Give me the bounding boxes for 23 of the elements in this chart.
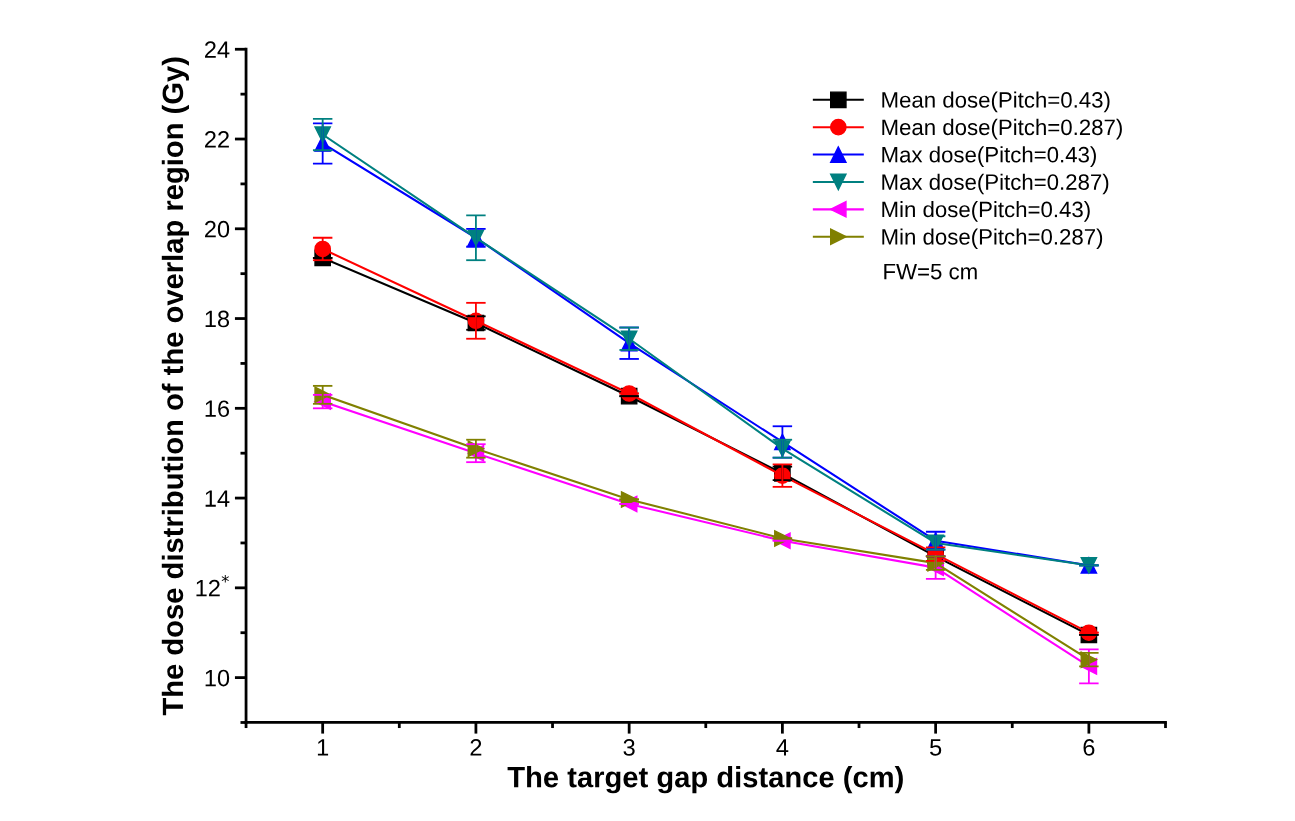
x-tick-label: 6 xyxy=(1083,739,1095,756)
x-tick-label: 2 xyxy=(470,739,482,756)
y-tick-label: 12$^{*}$ xyxy=(196,574,229,597)
x-tick-label: 5 xyxy=(930,739,942,756)
y-tick-label: 20 xyxy=(205,220,230,238)
legend-label: Max dose(Pitch=0.43) xyxy=(882,146,1096,167)
x-axis-title: The target gap distance (cm) xyxy=(507,766,903,794)
y-tick-label: 18 xyxy=(205,310,230,328)
y-tick-label: 16 xyxy=(205,400,230,418)
x-tick-label: 3 xyxy=(623,739,635,756)
y-tick-label: 24 xyxy=(205,41,230,58)
legend-label: Max dose(Pitch=0.287) xyxy=(882,173,1109,195)
y-tick-label: 14 xyxy=(205,490,230,507)
legend-label: Min dose(Pitch=0.287) xyxy=(882,228,1103,250)
x-tick-label: 1 xyxy=(317,739,329,756)
legend-label: Mean dose(Pitch=0.287) xyxy=(882,118,1122,140)
y-tick-label: 10 xyxy=(205,669,230,687)
x-tick-label: 4 xyxy=(776,739,789,756)
annotation: FW=5 cm xyxy=(884,263,977,280)
y-axis-title: The dose distribution of the overlap region (Gy) xyxy=(161,57,190,716)
legend-label: Mean dose(Pitch=0.43) xyxy=(882,91,1110,113)
legend-label: Min dose(Pitch=0.43) xyxy=(882,201,1090,222)
y-tick-label: 22 xyxy=(205,131,229,148)
